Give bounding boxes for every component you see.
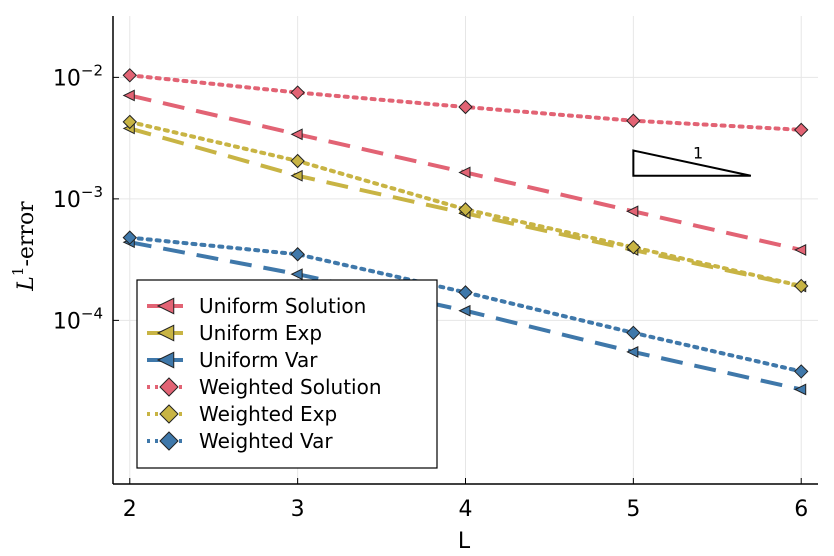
y-axis-label-text: -error: [14, 201, 39, 267]
data-point: [794, 122, 809, 138]
data-point: [626, 240, 641, 255]
data-point: [794, 383, 807, 396]
series-markers: [122, 68, 809, 396]
data-point: [290, 153, 305, 169]
legend-box: [136, 279, 438, 469]
data-point: [290, 247, 305, 262]
legend: Uniform Solution Uniform Exp Uniform Var We…: [136, 279, 438, 469]
y-tick-labels: 10−2 10−3 10−4: [53, 61, 103, 334]
series-line: [127, 119, 804, 288]
data-point: [290, 268, 303, 281]
data-point: [458, 99, 473, 115]
legend-marker: [159, 404, 179, 424]
legend-label: Uniform Var: [199, 348, 318, 372]
legend-label: Uniform Exp: [199, 321, 322, 345]
legend-marker: [159, 431, 179, 451]
data-point: [458, 285, 473, 300]
data-point: [290, 85, 305, 100]
y-axis-label-sup: 1: [9, 267, 27, 277]
data-point: [794, 278, 809, 294]
y-tick-label: 10−2: [53, 61, 103, 91]
data-point: [290, 169, 303, 182]
legend-marker: [159, 377, 179, 397]
data-point: [626, 113, 641, 128]
axes: [112, 16, 818, 485]
data-point: [794, 364, 809, 379]
data-point: [122, 230, 137, 245]
data-point: [290, 128, 303, 141]
slope-label: 1: [693, 144, 703, 163]
legend-label: Weighted Exp: [199, 402, 337, 426]
x-tick-label: 4: [459, 497, 473, 522]
svg-text:L1-error: L1-error: [9, 201, 39, 292]
y-axis-label-symbol: L: [14, 276, 39, 292]
y-axis-label: L1-error: [9, 201, 39, 292]
data-point: [458, 202, 473, 217]
legend-label: Weighted Var: [199, 429, 333, 453]
slope-triangle: 1: [632, 144, 752, 177]
x-tick-label: 3: [291, 497, 305, 522]
data-point: [626, 346, 639, 358]
y-tick-label: 10−3: [53, 183, 103, 213]
x-axis-label: L: [458, 529, 471, 554]
data-point: [794, 244, 807, 256]
slope-triangle-shape: [632, 149, 752, 177]
data-point: [458, 166, 471, 179]
data-point: [626, 325, 641, 341]
y-tick-label: 10−4: [53, 304, 103, 334]
legend-label: Weighted Solution: [199, 375, 382, 399]
data-point: [122, 89, 135, 102]
legend-marker: [156, 324, 175, 342]
x-tick-labels: 2 3 4 5 6: [123, 497, 808, 522]
x-tick-label: 2: [123, 497, 137, 522]
data-point: [122, 114, 137, 130]
data-point: [458, 304, 471, 317]
legend-label: Uniform Solution: [199, 294, 366, 318]
legend-marker: [156, 297, 175, 315]
x-tick-label: 5: [626, 497, 640, 522]
data-point: [626, 205, 639, 218]
legend-marker: [156, 351, 175, 369]
x-tick-label: 6: [794, 497, 808, 522]
data-point: [122, 68, 137, 83]
